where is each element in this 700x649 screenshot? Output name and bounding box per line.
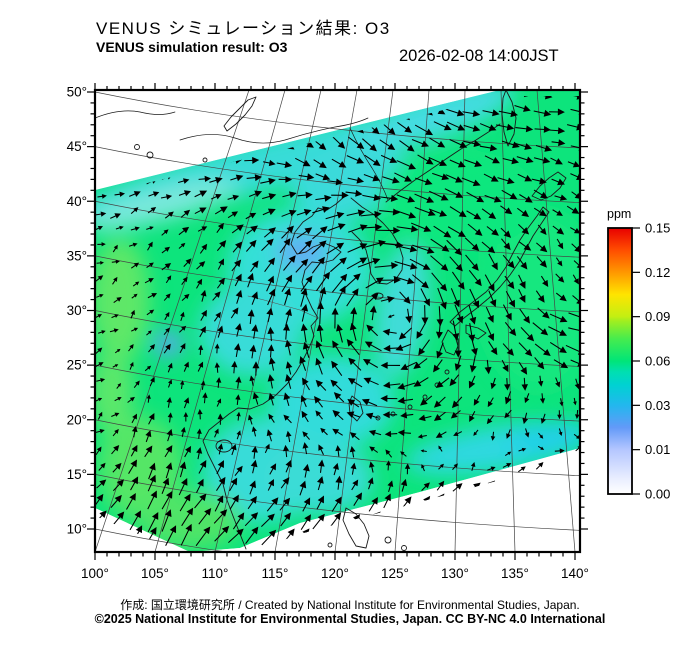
- colorbar-unit-label: ppm: [607, 207, 631, 221]
- concentration-field: [95, 90, 580, 552]
- colorbar-tick-label: 0.06: [645, 354, 670, 369]
- latitude-tick-label: 20°: [67, 412, 87, 427]
- field-region: [270, 356, 394, 448]
- field-region: [95, 350, 134, 434]
- coastline-shikoku: [465, 324, 487, 340]
- field-region: [95, 180, 238, 230]
- coastline-luzon: [342, 507, 370, 549]
- coastlines: [95, 90, 567, 551]
- page-title-japanese: VENUS シミュレーション結果: O3: [96, 19, 391, 38]
- field-region: [98, 416, 182, 520]
- colorbar-tick-labels: 0.15 0.12 0.09 0.06 0.03 0.01 0.00: [632, 221, 670, 502]
- island-dot: [401, 545, 407, 551]
- latitude-tick-label: 25°: [67, 358, 87, 373]
- longitude-tick-label: 120°: [321, 566, 349, 581]
- longitude-tick-label: 125°: [381, 566, 409, 581]
- field-region: [374, 242, 430, 378]
- longitude-axis-labels: 100° 105° 110° 115° 120° 125° 130° 135° 140°: [81, 566, 589, 581]
- longitude-tick-label: 135°: [501, 566, 529, 581]
- colorbar-tick-label: 0.00: [645, 487, 670, 502]
- colorbar-tick-label: 0.03: [645, 398, 670, 413]
- island-dot: [384, 536, 392, 544]
- latitude-tick-label: 35°: [67, 248, 87, 263]
- longitude-tick-label: 115°: [262, 566, 289, 581]
- river-yangtze: [247, 295, 319, 319]
- latitude-tick-label: 30°: [67, 303, 87, 318]
- colorbar-tick-label: 0.09: [645, 309, 670, 324]
- mongolia-lake: [202, 157, 208, 163]
- mongolia-lake: [134, 144, 140, 150]
- colorbar-tick-label: 0.15: [645, 221, 670, 236]
- coastline-korea: [350, 197, 404, 285]
- island-dot: [327, 542, 333, 548]
- colorbar-tick-label: 0.12: [645, 265, 670, 280]
- latitude-tick-label: 45°: [67, 139, 87, 154]
- longitude-tick-label: 110°: [202, 566, 229, 581]
- coastline-honshu: [449, 206, 550, 327]
- river-amur: [179, 117, 369, 144]
- coastline-primorye: [385, 123, 501, 203]
- coastline-hainan: [215, 439, 233, 453]
- colorbar-tick-label: 0.01: [645, 442, 670, 457]
- longitude-tick-label: 105°: [141, 566, 169, 581]
- river-north: [95, 110, 176, 119]
- longitude-tick-label: 130°: [441, 566, 469, 581]
- latitude-axis-labels: 50° 45° 40° 35° 30° 25° 20° 15° 10°: [67, 85, 87, 537]
- longitude-tick-label: 100°: [81, 566, 109, 581]
- colorbar-gradient-bar: [607, 227, 633, 495]
- field-region: [380, 150, 540, 250]
- field-region: [153, 331, 183, 357]
- copyright-line: ©2025 National Institute for Environment…: [94, 612, 606, 626]
- longitude-tick-label: 140°: [561, 566, 589, 581]
- river-liao: [349, 127, 389, 201]
- field-region: [506, 421, 580, 455]
- mongolia-lake: [146, 151, 154, 159]
- coastline-sakhalin: [501, 90, 517, 147]
- latitude-tick-label: 15°: [67, 467, 87, 482]
- latitude-tick-label: 10°: [67, 522, 87, 537]
- field-region: [263, 442, 373, 514]
- coastline-taiwan: [348, 395, 364, 422]
- axis-ticks: [87, 83, 588, 560]
- latitude-tick-label: 50°: [67, 85, 87, 100]
- timestamp-label: 2026-02-08 14:00JST: [399, 47, 559, 65]
- latitude-tick-label: 40°: [67, 194, 87, 209]
- page-title-english: VENUS simulation result: O3: [96, 39, 288, 55]
- lake-baikal: [223, 96, 257, 132]
- credit-line: 作成: 国立環境研究所 / Created by National Instit…: [120, 598, 580, 612]
- colorbar: ppm 0.15 0.12 0.09 0.06 0.03 0.01 0.00: [607, 207, 670, 502]
